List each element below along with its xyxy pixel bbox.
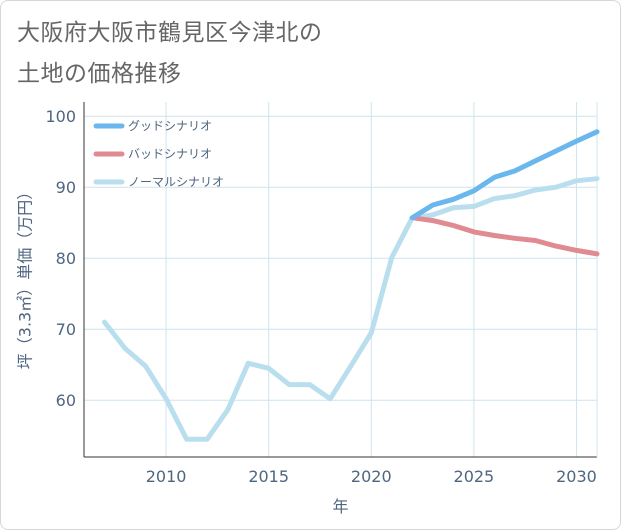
chart-title-line-1: 大阪府大阪市鶴見区今津北の xyxy=(17,20,323,46)
legend-label: グッドシナリオ xyxy=(128,119,212,133)
y-axis-label: 坪（3.3㎡）単価（万円） xyxy=(16,184,35,369)
series-line xyxy=(409,215,600,257)
axes xyxy=(83,102,598,458)
x-axis-label: 年 xyxy=(332,497,348,516)
tick-labels: 2010 2015 2020 2025 2030 60 70 80 90 100 xyxy=(45,107,596,486)
legend-label: ノーマルシナリオ xyxy=(128,175,224,189)
x-tick-label: 2015 xyxy=(248,467,289,486)
y-tick-label: 90 xyxy=(56,178,76,197)
y-tick-label: 100 xyxy=(45,107,76,126)
x-tick-label: 2030 xyxy=(556,467,597,486)
y-tick-label: 60 xyxy=(56,391,76,410)
series-line xyxy=(409,129,600,221)
chart-title-line-2: 土地の価格推移 xyxy=(17,61,182,87)
y-tick-label: 70 xyxy=(56,320,76,339)
x-tick-label: 2020 xyxy=(351,467,392,486)
y-tick-label: 80 xyxy=(56,249,76,268)
series-line xyxy=(102,176,600,442)
x-tick-label: 2010 xyxy=(146,467,187,486)
legend-label: バッドシナリオ xyxy=(128,147,212,161)
series-lines xyxy=(102,129,600,442)
x-tick-label: 2025 xyxy=(454,467,495,486)
